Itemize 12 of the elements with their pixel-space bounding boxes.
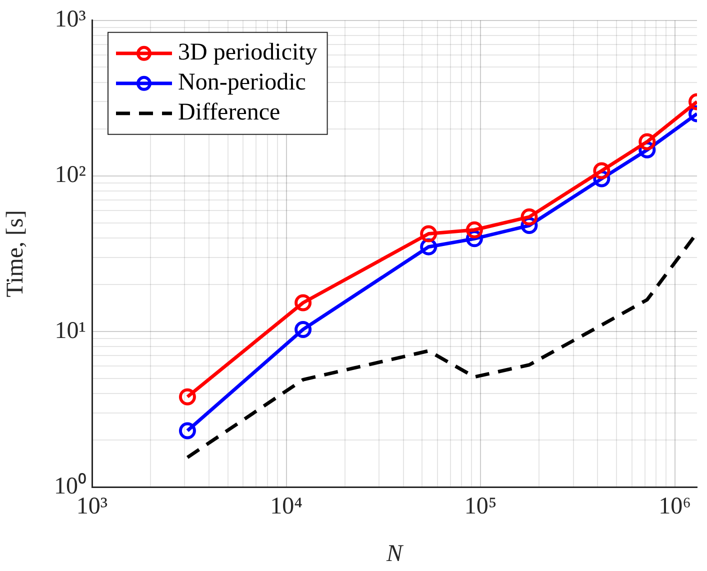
- x-tick-label: 10³: [76, 494, 108, 520]
- x-tick-label: 10⁴: [270, 494, 302, 520]
- x-tick-label: 10⁵: [464, 494, 497, 520]
- y-tick-label: 10²: [54, 162, 86, 188]
- x-tick-label: 10⁶: [658, 494, 692, 520]
- y-tick-label: 10¹: [54, 318, 86, 344]
- y-axis-title: Time, [s]: [2, 210, 29, 298]
- legend-label: Non-periodic: [178, 70, 306, 96]
- legend-label: 3D periodicity: [178, 40, 318, 66]
- legend-label: Difference: [178, 100, 280, 126]
- x-axis-title: N: [385, 540, 404, 567]
- y-tick-label: 10³: [54, 6, 86, 33]
